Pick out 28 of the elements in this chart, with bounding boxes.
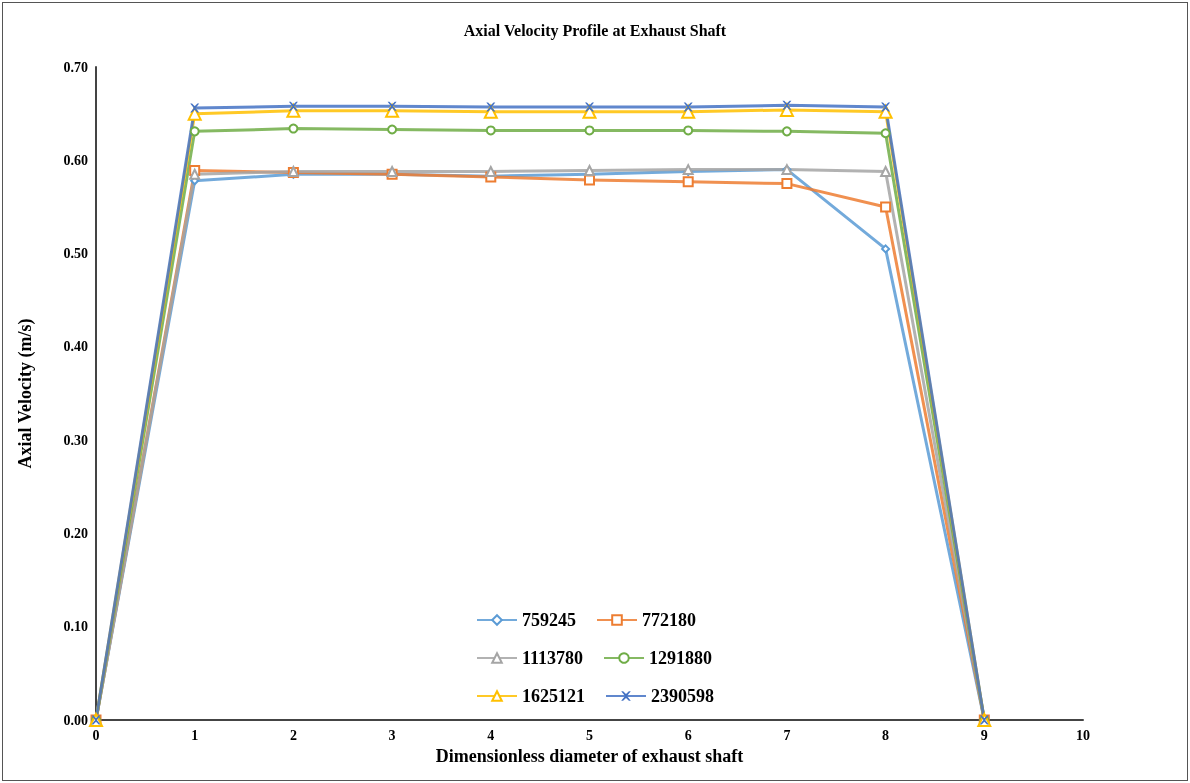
chart-title: Axial Velocity Profile at Exhaust Shaft bbox=[463, 21, 727, 40]
x-axis-title: Dimensionless diameter of exhaust shaft bbox=[435, 745, 744, 766]
y-tick-label: 0.10 bbox=[63, 619, 88, 635]
x-tick-label: 6 bbox=[684, 727, 692, 743]
legend-label: 759245 bbox=[522, 610, 576, 630]
y-tick-label: 0.70 bbox=[63, 59, 88, 75]
x-tick-label: 2 bbox=[289, 727, 297, 743]
legend-label: 1291880 bbox=[649, 648, 713, 668]
y-axis-title: Axial Velocity (m/s) bbox=[15, 318, 36, 469]
legend-label: 1625121 bbox=[522, 686, 585, 706]
y-tick-label: 0.00 bbox=[63, 712, 88, 728]
x-tick-label: 8 bbox=[882, 727, 890, 743]
y-tick-label: 0.60 bbox=[63, 152, 88, 168]
x-tick-label: 10 bbox=[1076, 727, 1090, 743]
x-tick-label: 1 bbox=[191, 727, 199, 743]
legend-label: 772180 bbox=[642, 610, 696, 630]
y-tick-label: 0.50 bbox=[63, 246, 88, 262]
x-tick-label: 3 bbox=[388, 727, 396, 743]
legend-label: 2390598 bbox=[651, 686, 714, 706]
x-tick-label: 9 bbox=[980, 727, 988, 743]
x-tick-label: 4 bbox=[487, 727, 495, 743]
y-tick-label: 0.30 bbox=[63, 432, 88, 448]
x-tick-label: 7 bbox=[783, 727, 791, 743]
y-tick-label: 0.20 bbox=[63, 525, 88, 541]
x-tick-label: 0 bbox=[92, 727, 100, 743]
x-tick-label: 5 bbox=[586, 727, 593, 743]
y-tick-label: 0.40 bbox=[63, 339, 88, 355]
legend-label: 1113780 bbox=[522, 648, 584, 668]
